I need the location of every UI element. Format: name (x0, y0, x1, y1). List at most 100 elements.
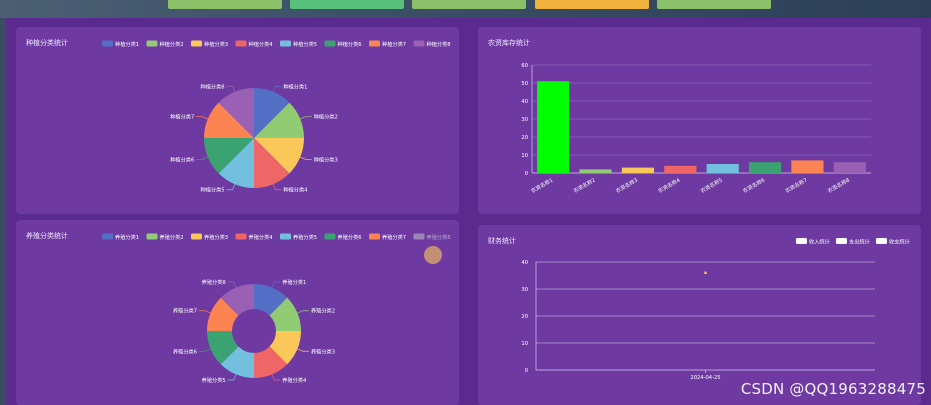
y-tick-label: 20 (521, 314, 528, 320)
pie-slice-6[interactable] (207, 331, 239, 365)
legend-label: 种植分类7 (382, 40, 406, 48)
slice-label: 种植分类5 (201, 186, 225, 194)
x-tick-label: 农资名称2 (572, 176, 597, 195)
top-button-4[interactable] (535, 0, 649, 9)
bar-1[interactable] (537, 81, 570, 173)
pie-slice-2[interactable] (254, 102, 304, 138)
pie-slice-3[interactable] (269, 331, 301, 365)
legend-item-2[interactable]: 支出统计 (836, 238, 870, 246)
bar-5[interactable] (706, 164, 739, 173)
inventory-title: 农资库存统计 (488, 39, 530, 47)
pie-slice-4[interactable] (254, 346, 288, 378)
pie-slice-8[interactable] (218, 88, 254, 138)
y-tick-label: 30 (521, 117, 528, 123)
slice-label: 养殖分类2 (311, 307, 335, 315)
slice-leader-line (272, 85, 282, 92)
legend-label: 养殖分类8 (427, 233, 451, 241)
pie-slice-1[interactable] (254, 88, 290, 138)
legend-swatch (280, 40, 291, 47)
legend-item-1[interactable]: 种植分类1 (102, 40, 139, 48)
legend-item-6[interactable]: 种植分类6 (324, 40, 362, 48)
top-button-2[interactable] (290, 0, 404, 9)
pie-slice-3[interactable] (254, 138, 304, 174)
slice-leader-line (199, 348, 211, 352)
slice-leader-line (297, 310, 309, 314)
bar-6[interactable] (748, 162, 782, 173)
legend-item-4[interactable]: 养殖分类4 (235, 233, 274, 241)
y-tick-label: 40 (521, 260, 528, 266)
legend-label: 养殖分类3 (204, 233, 228, 241)
legend-item-8[interactable]: 种植分类8 (413, 40, 451, 48)
breeding-title: 养殖分类统计 (26, 232, 68, 240)
x-tick-label: 2024-04-25 (690, 375, 720, 381)
slice-leader-line (300, 156, 312, 160)
legend-item-2[interactable]: 种植分类2 (146, 40, 184, 48)
pie-slice-2[interactable] (269, 297, 301, 331)
legend-item-1[interactable]: 养殖分类1 (102, 233, 139, 241)
slice-label: 养殖分类4 (282, 376, 307, 384)
data-point-1[interactable] (704, 271, 707, 274)
legend-item-5[interactable]: 种植分类5 (280, 40, 317, 48)
legend-item-3[interactable]: 养殖分类3 (191, 233, 228, 241)
slice-label: 种植分类2 (314, 113, 338, 121)
legend-label: 种植分类4 (249, 40, 274, 48)
y-tick-label: 40 (521, 99, 528, 105)
legend-swatch (102, 40, 113, 47)
slice-leader-line (271, 281, 281, 288)
pie-slice-1[interactable] (254, 284, 288, 316)
legend-swatch (369, 233, 380, 240)
y-tick-label: 50 (521, 81, 528, 87)
legend-label: 养殖分类1 (115, 233, 139, 241)
legend-item-8[interactable]: 养殖分类8 (413, 233, 451, 241)
legend-item-7[interactable]: 种植分类7 (369, 40, 406, 48)
legend-label: 种植分类8 (427, 40, 451, 48)
x-tick-label: 农资名称6 (741, 176, 766, 195)
pie-slice-5[interactable] (218, 138, 254, 188)
planting-title: 种植分类统计 (26, 39, 68, 47)
top-button-5[interactable] (657, 0, 771, 9)
bar-4[interactable] (664, 165, 697, 173)
slice-leader-line (199, 310, 211, 314)
slice-label: 种植分类6 (170, 155, 194, 163)
planting-pie-chart: 种植分类1 种植分类2 种植分类3 种植分类4 种植分类5 种植分类6 种植分类7 种植分类8… (102, 40, 451, 194)
slice-leader-line (226, 85, 236, 92)
legend-item-3[interactable]: 收支统计 (876, 238, 910, 246)
legend-item-7[interactable]: 养殖分类7 (369, 233, 406, 241)
pie-slice-6[interactable] (203, 138, 254, 174)
legend-item-6[interactable]: 养殖分类6 (324, 233, 362, 241)
top-button-1[interactable] (168, 0, 282, 9)
bar-8[interactable] (833, 162, 866, 173)
dashboard-stage: 种植分类统计 种植分类1 种植分类2 种植分类3 种植分类4 种植分类5 种植分类6 种植分… (6, 18, 931, 405)
pie-slice-4[interactable] (254, 138, 290, 188)
legend-swatch (191, 233, 202, 240)
legend-label: 养殖分类2 (160, 233, 184, 241)
bar-7[interactable] (791, 160, 824, 173)
bar-3[interactable] (621, 167, 655, 173)
legend-item-5[interactable]: 养殖分类5 (280, 233, 317, 241)
legend-label: 种植分类5 (293, 40, 317, 48)
pie-slice-7[interactable] (203, 102, 254, 138)
mouse-cursor-highlight (424, 246, 442, 264)
x-tick-label: 农资名称8 (826, 176, 851, 195)
pie-slice-8[interactable] (220, 284, 254, 316)
slice-leader-line (227, 374, 237, 381)
legend-swatch (324, 233, 336, 240)
legend-item-1[interactable]: 收入统计 (796, 238, 830, 246)
legend-swatch (235, 40, 247, 47)
slice-label: 种植分类4 (283, 186, 308, 194)
slice-label: 种植分类7 (170, 113, 194, 121)
legend-item-3[interactable]: 种植分类3 (191, 40, 228, 48)
legend-swatch (836, 238, 847, 244)
pie-slice-7[interactable] (207, 297, 239, 331)
y-tick-label: 20 (521, 135, 528, 141)
y-tick-label: 0 (525, 171, 528, 177)
pie-slice-5[interactable] (220, 346, 254, 378)
bar-2[interactable] (579, 169, 612, 173)
top-button-3[interactable] (412, 0, 526, 9)
y-tick-label: 30 (521, 287, 528, 293)
legend-item-4[interactable]: 种植分类4 (235, 40, 274, 48)
slice-label: 种植分类8 (201, 82, 225, 90)
legend-item-2[interactable]: 养殖分类2 (146, 233, 184, 241)
breeding-donut-chart: 养殖分类1 养殖分类2 养殖分类3 养殖分类4 养殖分类5 养殖分类6 养殖分类7 养殖分类8… (102, 233, 451, 384)
top-bar (0, 0, 931, 18)
